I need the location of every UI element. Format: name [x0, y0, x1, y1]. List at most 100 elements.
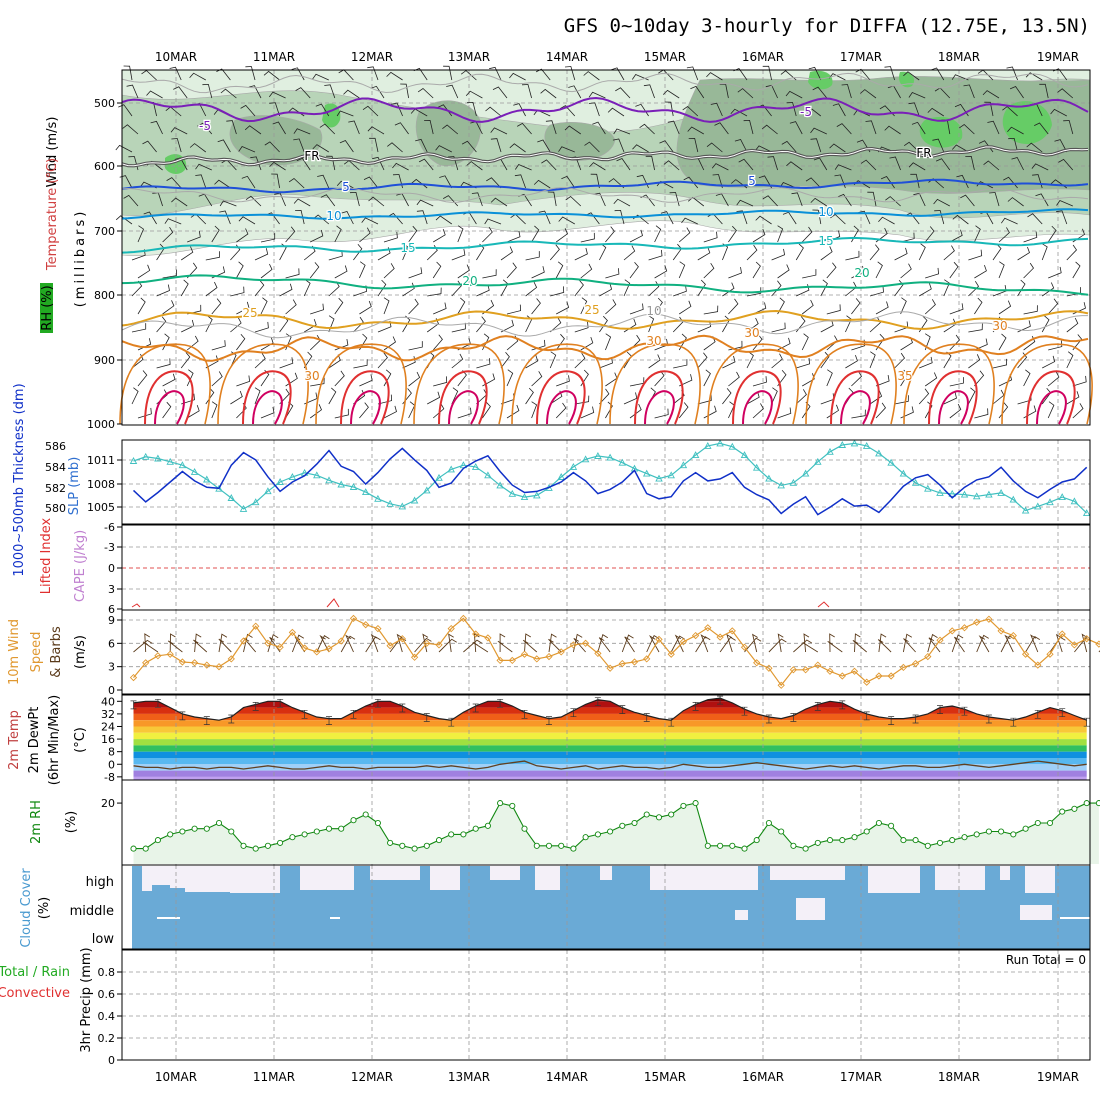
wind-barb	[353, 359, 368, 369]
wind-barb	[115, 215, 133, 225]
wind-barb	[482, 226, 493, 243]
wind-barb	[777, 264, 790, 279]
wind10m-speed-point	[129, 673, 138, 682]
wind10m-barb	[294, 636, 305, 653]
wind-barb	[451, 249, 466, 261]
wind-barb	[400, 83, 409, 99]
isotherm-35-loop	[1026, 370, 1076, 425]
precip-panel: 0.8 0.6 0.4 0.2 0 Total / Rain Convective 3h…	[0, 947, 1091, 1067]
wind-barb	[584, 141, 600, 153]
wind-barb	[820, 246, 833, 261]
wind10m-speed-point	[618, 659, 626, 668]
wind-barb	[279, 357, 294, 369]
wind-barb	[324, 84, 336, 99]
wind-barb	[372, 156, 385, 171]
wind-barb	[834, 164, 852, 171]
wind-barb	[392, 162, 409, 171]
wind-barb	[1058, 158, 1074, 171]
ylabel-rh: RH (%)	[40, 285, 55, 330]
rh2m-point	[374, 819, 381, 827]
wind10m-speed-point	[704, 624, 712, 632]
wind-barb	[623, 392, 638, 405]
temp-tick: 40	[101, 695, 115, 708]
rh-contour	[121, 72, 1089, 94]
wind-barb	[804, 106, 822, 117]
wind10m-speed-point	[911, 659, 920, 668]
cape-grid	[122, 525, 1090, 610]
wind10m-panel: 9 6 3 0 10m Wind Speed & Barbs (m/s)	[7, 609, 1100, 697]
wind-barb	[878, 216, 895, 225]
wind-barb	[1025, 72, 1043, 81]
wind-barb	[131, 323, 147, 333]
wind-barb	[164, 218, 182, 225]
wind-barb	[506, 369, 514, 387]
wind10m-barb	[648, 635, 660, 653]
slp-point	[887, 458, 895, 466]
rh2m-point	[936, 839, 944, 846]
isotherm-5	[121, 178, 1089, 194]
ylabel-speed: Speed	[29, 632, 44, 673]
slp-point	[129, 457, 138, 464]
wind-barb	[928, 178, 945, 189]
wind-barb	[820, 279, 828, 297]
wind-barb	[703, 369, 711, 387]
rh2m-point	[167, 831, 174, 838]
wind-barb	[466, 101, 477, 117]
wind-barb	[845, 250, 860, 261]
temp-minmax-bar	[399, 703, 406, 713]
wind-barb	[531, 225, 540, 243]
wind-barb	[832, 103, 846, 117]
wind-barb	[623, 245, 636, 261]
wind-barb	[574, 395, 590, 405]
wind-barb	[605, 299, 617, 315]
slp-point	[899, 469, 908, 477]
wind-barb	[949, 403, 962, 419]
rh2m-point	[325, 825, 333, 832]
wind-barb	[435, 215, 453, 225]
isotherm-40-loop	[840, 390, 871, 425]
rh2m-point	[973, 831, 980, 838]
wind-barb	[236, 375, 251, 387]
date-label-top: 19MAR	[1037, 50, 1079, 64]
wind-barb	[260, 233, 276, 243]
ylabel-10m-wind: 10m Wind	[7, 619, 22, 685]
wind-barb	[755, 215, 772, 225]
wind-barb	[810, 138, 822, 153]
temp-tick: 0	[108, 758, 115, 771]
wind-barb	[752, 261, 761, 279]
wind-barb	[432, 261, 442, 279]
wind-barb	[171, 197, 188, 207]
wind-barb	[339, 140, 354, 153]
wind-barb	[509, 72, 526, 81]
wind10m-speed-point	[679, 638, 688, 646]
tick-label: 0	[108, 562, 115, 575]
wind-barb	[560, 105, 576, 117]
rh2m-point	[912, 837, 919, 844]
temp-band	[133, 720, 1087, 727]
temp-band	[133, 701, 1087, 708]
temp-minmax-bar	[765, 714, 772, 724]
wind-barb	[918, 243, 926, 261]
wind-barb	[296, 157, 311, 171]
date-label-bottom: 12MAR	[351, 1070, 393, 1084]
rh2m-point	[1059, 808, 1066, 815]
wind-barb	[781, 140, 797, 153]
wind-barb	[686, 66, 699, 81]
wind10m-barb	[438, 638, 457, 653]
wind-barb	[574, 280, 584, 297]
wind-barb	[319, 123, 336, 135]
isotherm-35-loop	[830, 370, 880, 425]
wind10m-speed-point	[765, 664, 773, 672]
isotherm-label: -5	[800, 105, 812, 119]
wind-barb	[894, 352, 906, 369]
cloud-level-label: middle	[70, 904, 114, 919]
rh2m-point	[435, 837, 443, 844]
wind-barb	[746, 287, 762, 297]
upper-wind-barbs	[115, 65, 1087, 419]
slp-point	[1046, 498, 1054, 506]
wind-barb	[924, 401, 933, 419]
rh2m-point	[289, 834, 296, 841]
wind-barb	[728, 371, 740, 387]
wind10m-speed-point	[1070, 641, 1079, 649]
wind10m-speed-point	[325, 645, 333, 653]
